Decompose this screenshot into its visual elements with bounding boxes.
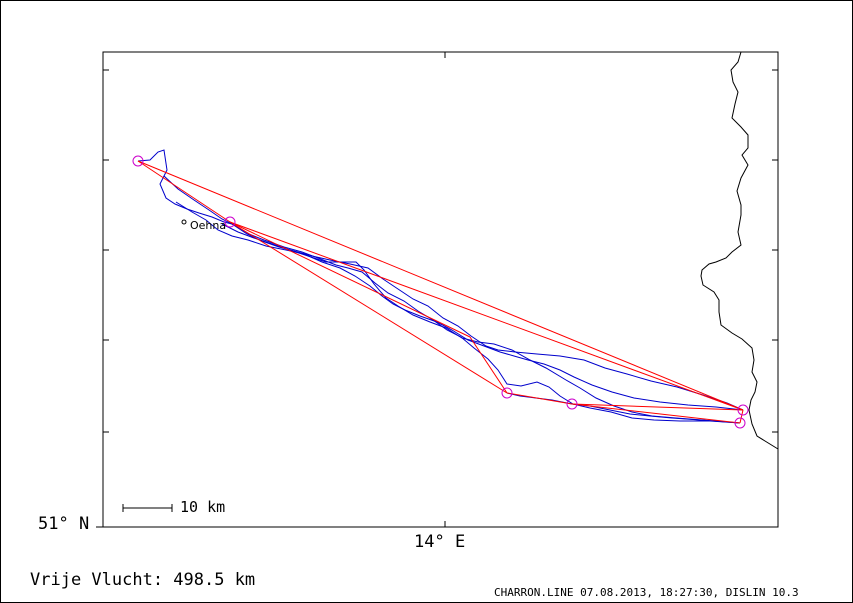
turnpoint-circle-icon <box>566 398 578 410</box>
turnpoints <box>132 155 749 429</box>
town-marker-icon <box>181 219 187 225</box>
turnpoint-circle-icon <box>224 216 236 228</box>
footer-label: CHARRON.LINE 07.08.2013, 18:27:30, DISLI… <box>494 586 799 599</box>
scale-bar <box>122 504 173 512</box>
latitude-label: 51° N <box>38 514 90 534</box>
country-border <box>700 51 779 450</box>
turnpoint-circle-icon <box>737 404 749 416</box>
flight-tracks <box>137 149 744 424</box>
turnpoint-circle-icon <box>501 387 513 399</box>
turnpoint-circle-icon <box>734 417 746 429</box>
route-lines <box>137 160 744 424</box>
distance-label: Vrije Vlucht: 498.5 km <box>30 570 256 590</box>
town-label: Oehna <box>190 219 227 232</box>
longitude-label: 14° E <box>414 532 466 552</box>
map-axes <box>102 51 779 528</box>
axis-ticks <box>96 52 778 528</box>
turnpoint-circle-icon <box>132 155 144 167</box>
scale-label: 10 km <box>180 498 226 516</box>
